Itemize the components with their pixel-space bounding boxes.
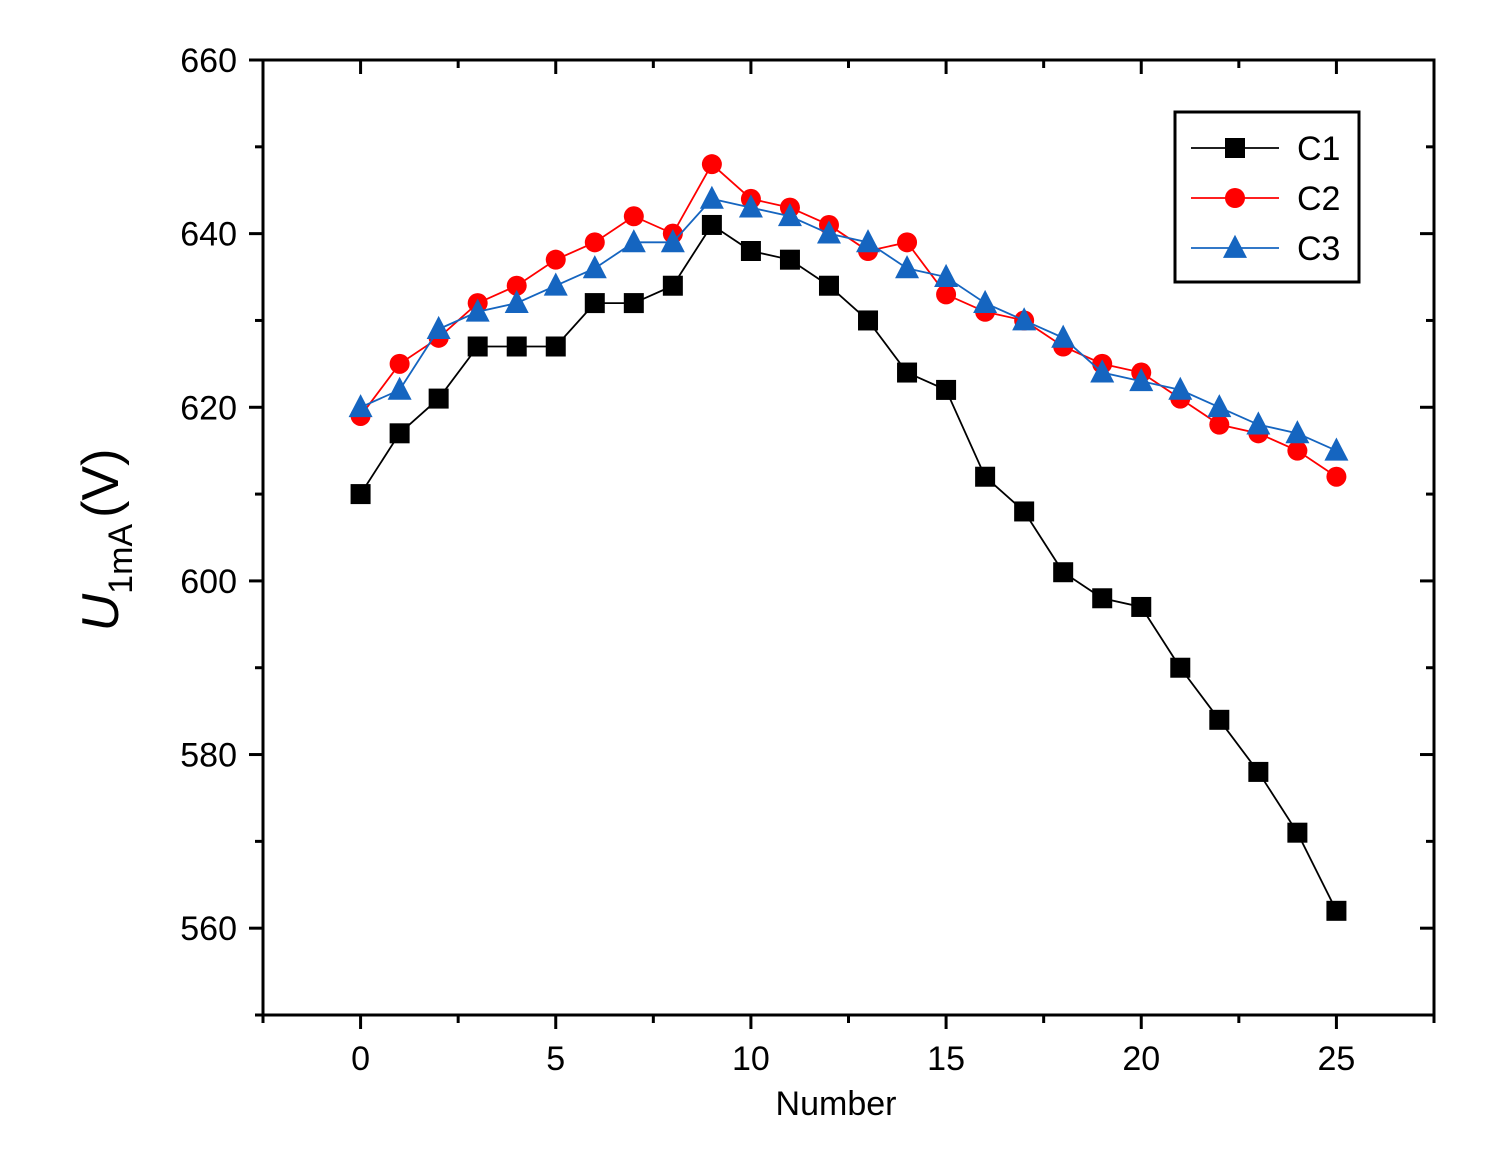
data-point-c3 bbox=[1012, 307, 1037, 331]
y-tick-label: 580 bbox=[180, 737, 237, 775]
data-point-c3 bbox=[1168, 376, 1193, 400]
data-point-c1 bbox=[858, 310, 879, 331]
data-point-c3 bbox=[660, 229, 685, 253]
x-tick-label: 15 bbox=[927, 1040, 965, 1078]
data-point-c1 bbox=[701, 214, 722, 235]
data-point-c3 bbox=[1051, 324, 1076, 348]
data-point-c1 bbox=[1092, 588, 1113, 609]
data-point-c3 bbox=[543, 272, 568, 296]
data-point-c2 bbox=[701, 154, 722, 175]
data-point-c3 bbox=[1324, 437, 1349, 461]
legend: C1 C2 C3 bbox=[1173, 110, 1361, 284]
data-point-c1 bbox=[1053, 562, 1074, 583]
x-tick-label: 0 bbox=[351, 1040, 370, 1078]
data-point-c3 bbox=[582, 255, 607, 279]
data-point-c3 bbox=[777, 203, 802, 227]
data-point-c1 bbox=[1326, 900, 1347, 921]
data-point-c2 bbox=[389, 353, 410, 374]
data-point-c3 bbox=[348, 394, 373, 418]
data-point-c3 bbox=[973, 289, 998, 313]
data-point-c1 bbox=[936, 379, 957, 400]
data-point-c3 bbox=[465, 298, 490, 322]
data-point-c3 bbox=[895, 255, 920, 279]
data-point-c3 bbox=[1246, 411, 1271, 435]
data-point-c3 bbox=[1207, 394, 1232, 418]
legend-marker bbox=[1225, 188, 1245, 208]
data-point-c2 bbox=[1287, 440, 1308, 461]
data-point-c1 bbox=[389, 423, 410, 444]
data-point-c3 bbox=[1285, 420, 1310, 444]
legend-marker bbox=[1223, 234, 1247, 258]
legend-item-c3: C3 bbox=[1191, 230, 1340, 268]
data-point-c1 bbox=[428, 388, 449, 409]
data-point-c3 bbox=[387, 376, 412, 400]
data-point-c1 bbox=[779, 249, 800, 270]
data-point-c1 bbox=[1248, 761, 1269, 782]
data-point-c2 bbox=[1326, 466, 1347, 487]
y-axis-title-main: U bbox=[72, 593, 130, 631]
data-point-c1 bbox=[545, 336, 566, 357]
data-point-c3 bbox=[504, 289, 529, 313]
labels-layer: Number U1mA (V) bbox=[72, 449, 896, 1123]
data-point-c1 bbox=[897, 362, 918, 383]
data-point-c1 bbox=[623, 293, 644, 314]
x-tick-label: 5 bbox=[546, 1040, 565, 1078]
data-point-c1 bbox=[1209, 709, 1230, 730]
data-point-c2 bbox=[584, 232, 605, 253]
data-point-c1 bbox=[1287, 822, 1308, 843]
data-point-c2 bbox=[897, 232, 918, 253]
data-point-c3 bbox=[934, 263, 959, 287]
series-c3 bbox=[348, 185, 1349, 461]
data-point-c3 bbox=[1090, 359, 1115, 383]
x-tick-label: 10 bbox=[732, 1040, 770, 1078]
y-tick-label: 620 bbox=[180, 389, 237, 427]
y-tick-label: 660 bbox=[180, 42, 237, 80]
data-point-c3 bbox=[856, 229, 881, 253]
data-point-c1 bbox=[1131, 596, 1152, 617]
legend-label: C1 bbox=[1297, 130, 1340, 168]
data-point-c3 bbox=[699, 185, 724, 209]
series-c1 bbox=[350, 214, 1347, 921]
data-point-c2 bbox=[506, 275, 527, 296]
legend-item-c2: C2 bbox=[1191, 180, 1340, 218]
y-tick-label: 600 bbox=[180, 563, 237, 601]
data-point-c3 bbox=[1129, 368, 1154, 392]
legend-item-c1: C1 bbox=[1191, 130, 1340, 168]
x-tick-label: 20 bbox=[1122, 1040, 1160, 1078]
series-line-c1 bbox=[359, 223, 1338, 912]
series-line-c3 bbox=[360, 197, 1337, 452]
y-axis-title-subscript: 1mA bbox=[102, 524, 140, 594]
data-point-c3 bbox=[738, 194, 763, 218]
legend-label: C2 bbox=[1297, 180, 1340, 218]
series-layer bbox=[348, 154, 1349, 921]
data-point-c2 bbox=[545, 249, 566, 270]
data-point-c1 bbox=[818, 275, 839, 296]
data-point-c1 bbox=[350, 484, 371, 505]
data-point-c1 bbox=[1014, 501, 1035, 522]
data-point-c1 bbox=[740, 241, 761, 261]
x-tick-label: 25 bbox=[1318, 1040, 1356, 1078]
y-tick-label: 560 bbox=[180, 910, 237, 948]
data-point-c3 bbox=[816, 220, 841, 244]
data-point-c1 bbox=[467, 336, 488, 357]
data-point-c1 bbox=[584, 293, 605, 314]
axes: 0 5 10 15 20 25 560 580 600 620 640 660 bbox=[180, 42, 1436, 1078]
y-axis-title-unit: (V) bbox=[72, 449, 130, 518]
data-point-c1 bbox=[506, 336, 527, 357]
legend-box bbox=[1173, 110, 1361, 284]
data-point-c3 bbox=[426, 315, 451, 340]
data-point-c2 bbox=[623, 206, 644, 227]
data-point-c3 bbox=[621, 229, 646, 253]
data-point-c2 bbox=[936, 284, 957, 305]
x-axis-title: Number bbox=[776, 1085, 897, 1123]
y-axis-title: U1mA (V) bbox=[72, 449, 140, 632]
data-point-c1 bbox=[1170, 657, 1191, 678]
y-tick-label: 640 bbox=[180, 216, 237, 254]
legend-label: C3 bbox=[1297, 230, 1340, 268]
data-point-c2 bbox=[1209, 414, 1230, 435]
data-point-c1 bbox=[975, 466, 996, 487]
data-point-c1 bbox=[662, 275, 683, 296]
legend-marker bbox=[1225, 138, 1245, 158]
